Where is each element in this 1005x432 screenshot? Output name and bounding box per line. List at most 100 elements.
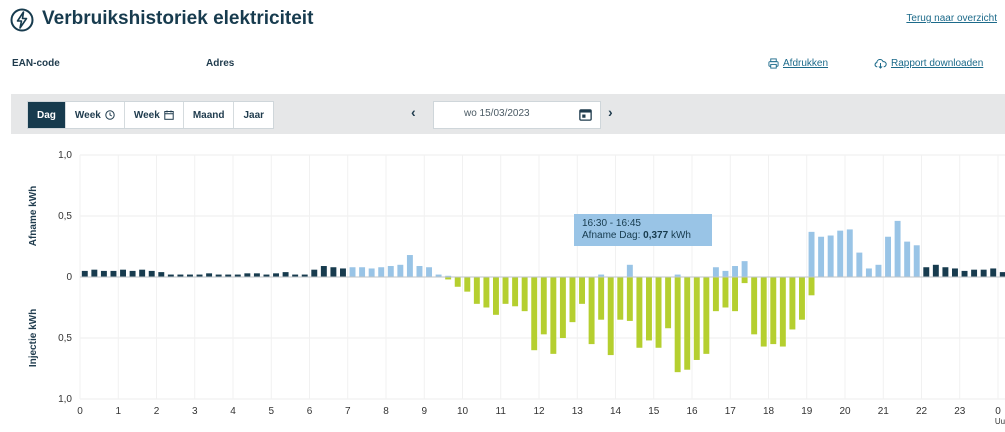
injectie-bar [693, 277, 700, 360]
x-tick-label: 16 [686, 406, 698, 417]
injectie-bar [579, 277, 585, 304]
date-picker[interactable]: wo 15/03/2023 [433, 101, 601, 129]
afname-bar [177, 274, 184, 277]
afname-bar [626, 264, 633, 277]
afname-bar [81, 270, 88, 277]
period-week-clock-button[interactable]: Week [66, 102, 125, 128]
injectie-bar [617, 277, 624, 320]
back-to-overview-link[interactable]: Terug naar overzicht [906, 13, 997, 24]
afname-bar [445, 275, 452, 277]
period-week-calendar-button[interactable]: Week [125, 102, 184, 128]
x-tick-label: 13 [572, 406, 584, 417]
afname-bar [273, 273, 279, 277]
tooltip-time: 16:30 - 16:45 [582, 218, 641, 229]
x-tick-label: 1 [115, 406, 121, 417]
afname-bar [206, 273, 213, 277]
afname-bar [187, 274, 193, 277]
ean-label: EAN-code [12, 58, 60, 69]
afname-bar [732, 266, 738, 277]
injectie-bar [464, 277, 471, 292]
afname-bar [808, 231, 815, 277]
afname-bar [435, 274, 442, 277]
injectie-bar [722, 277, 729, 308]
afname-bar [340, 268, 346, 277]
afname-bar [215, 274, 222, 277]
injectie-bar [550, 277, 557, 354]
print-label: Afdrukken [783, 58, 829, 69]
afname-bar [320, 266, 327, 277]
period-year-label: Jaar [243, 109, 265, 121]
next-date-button[interactable]: › [608, 104, 613, 120]
lightning-icon [10, 8, 34, 32]
x-tick-label: 20 [839, 406, 851, 417]
injectie-bar [779, 277, 786, 347]
injectie-bar [636, 277, 643, 348]
previous-date-button[interactable]: ‹ [411, 104, 416, 120]
x-tick-label: 12 [533, 406, 545, 417]
injectie-bar [751, 277, 758, 335]
injectie-bar [512, 277, 519, 307]
period-day-button[interactable]: Dag [28, 102, 66, 128]
injectie-bar [760, 277, 767, 347]
afname-bar [378, 267, 385, 277]
x-tick-label: 4 [230, 406, 236, 417]
afname-bar [856, 252, 863, 277]
x-tick-label: 22 [916, 406, 928, 417]
download-label: Rapport downloaden [891, 58, 984, 69]
afname-bar [330, 267, 337, 277]
injectie-bar [684, 277, 691, 370]
x-tick-label: 9 [421, 406, 427, 417]
y-tick-label: 0 [66, 272, 72, 283]
calendar-icon[interactable] [579, 108, 592, 121]
injectie-bar [655, 277, 662, 348]
afname-bar [722, 270, 729, 277]
afname-bar [885, 236, 891, 277]
afname-bar [368, 268, 375, 277]
afname-bar [827, 235, 834, 277]
injectie-bar [665, 277, 672, 329]
injectie-bar [493, 277, 499, 315]
afname-bar [110, 270, 117, 277]
period-month-label: Maand [192, 109, 225, 121]
y-tick-label: 0,5 [58, 333, 72, 344]
injectie-bar [569, 277, 576, 323]
calendar-icon [164, 110, 174, 120]
afname-bar [674, 274, 681, 277]
download-report-button[interactable]: Rapport downloaden [874, 58, 983, 69]
afname-bar [990, 268, 997, 277]
afname-bar [158, 272, 165, 277]
period-month-button[interactable]: Maand [184, 102, 235, 128]
afname-bar [952, 268, 958, 277]
afname-bar [225, 274, 232, 277]
afname-bar [91, 269, 98, 277]
afname-bar [263, 274, 270, 277]
x-tick-label: 14 [610, 406, 622, 417]
injectie-bar [502, 277, 509, 304]
injectie-bar [703, 277, 710, 354]
afname-bar [349, 267, 356, 277]
x-tick-label: 7 [345, 406, 351, 417]
injectie-bar [531, 277, 538, 351]
y-axis-title-afname: Afname kWh [28, 186, 39, 247]
injectie-bar [607, 277, 614, 356]
afname-bar [598, 274, 605, 277]
chart-tooltip: 16:30 - 16:45 Afname Dag: 0,377 kWh [574, 214, 712, 246]
x-tick-label: 3 [192, 406, 198, 417]
tooltip-unit: kWh [668, 230, 691, 241]
period-year-button[interactable]: Jaar [234, 102, 273, 128]
y-axis-title-injectie: Injectie kWh [28, 309, 39, 367]
afname-bar [426, 267, 432, 277]
tooltip-value: 0,377 [643, 230, 669, 241]
x-tick-label: 8 [383, 406, 389, 417]
afname-bar [359, 267, 366, 277]
injectie-bar [674, 277, 681, 373]
afname-bar [292, 274, 299, 277]
afname-bar [129, 270, 136, 277]
print-button[interactable]: Afdrukken [768, 58, 828, 69]
afname-bar [148, 270, 155, 277]
x-tick-label: 15 [648, 406, 660, 417]
injectie-bar [770, 277, 777, 345]
address-label: Adres [206, 58, 235, 69]
page-title: Verbruikshistoriek elektriciteit [42, 8, 314, 29]
